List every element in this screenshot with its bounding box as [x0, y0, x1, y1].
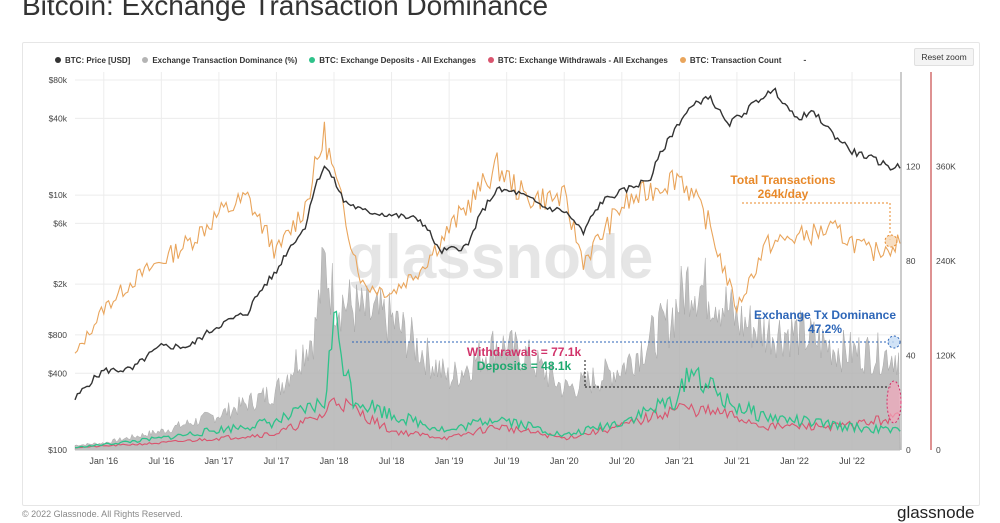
- dominance-tick-label: 0: [906, 445, 911, 455]
- tx-endpoint-marker: [884, 234, 898, 248]
- dominance-annotation-line1: Exchange Tx Dominance: [754, 308, 896, 322]
- legend-dot-price: [55, 57, 61, 63]
- legend-label-dominance: Exchange Transaction Dominance (%): [152, 55, 298, 65]
- tx-count-tick-label: 240K: [936, 256, 956, 266]
- price-tick-label: $80k: [49, 75, 68, 85]
- price-tick-label: $10k: [49, 190, 68, 200]
- price-tick-label: $6k: [53, 218, 67, 228]
- footer-copyright: © 2022 Glassnode. All Rights Reserved.: [22, 509, 183, 519]
- total-tx-annotation-line1: Total Transactions: [730, 173, 835, 187]
- legend-item-deposits[interactable]: BTC: Exchange Deposits - All Exchanges: [309, 56, 476, 65]
- series-deposits-line: [75, 310, 901, 449]
- legend-label-deposits: BTC: Exchange Deposits - All Exchanges: [319, 55, 476, 65]
- legend-dot-withdrawals: [487, 57, 494, 63]
- x-tick-label: Jan '22: [780, 456, 809, 466]
- flows-endpoint-marker: [886, 380, 902, 424]
- x-tick-label: Jan '21: [665, 456, 694, 466]
- legend-label-tx-count: BTC: Transaction Count: [689, 55, 782, 65]
- series-price-line: [74, 87, 901, 401]
- legend-label-price: BTC: Price [USD]: [65, 55, 131, 65]
- legend-label-withdrawals: BTC: Exchange Withdrawals - All Exchange…: [497, 55, 668, 65]
- deposits-annotation: Deposits = 48.1k: [477, 359, 572, 373]
- total-tx-annotation-line2: 264k/day: [758, 187, 809, 201]
- legend-item-withdrawals[interactable]: BTC: Exchange Withdrawals - All Exchange…: [487, 55, 668, 65]
- legend-dot-dominance: [142, 57, 149, 63]
- price-tick-label: $800: [48, 330, 67, 340]
- dominance-annotation-line2: 47.2%: [808, 322, 842, 336]
- page-title: Bitcoin: Exchange Transaction Dominance: [22, 0, 549, 21]
- legend-item-price[interactable]: BTC: Price [USD]: [55, 56, 130, 65]
- legend-dot-deposits: [309, 57, 316, 63]
- tx-count-tick-label: 120K: [936, 351, 956, 361]
- series-dominance-area: [74, 246, 901, 451]
- x-tick-label: Jul '21: [724, 456, 750, 466]
- annotation-layer: Total Transactions 264k/day Exchange Tx …: [352, 173, 902, 424]
- x-tick-label: Jan '18: [320, 456, 349, 466]
- x-tick-label: Jan '17: [205, 456, 234, 466]
- tx-count-tick-label: 0: [936, 445, 941, 455]
- x-tick-label: Jul '22: [839, 456, 865, 466]
- x-tick-label: Jan '19: [435, 456, 464, 466]
- x-tick-label: Jul '16: [148, 456, 174, 466]
- dominance-tick-label: 80: [906, 256, 916, 266]
- x-tick-label: Jul '18: [379, 456, 405, 466]
- x-tick-label: Jul '17: [264, 456, 290, 466]
- withdrawals-annotation: Withdrawals = 77.1k: [467, 345, 582, 359]
- price-tick-label: $40k: [49, 113, 68, 123]
- price-tick-label: $100: [48, 445, 67, 455]
- price-tick-label: $2k: [53, 279, 67, 289]
- x-tick-label: Jan '16: [89, 456, 118, 466]
- series-withdrawals-line: [74, 397, 901, 449]
- series-tx-count-line: [74, 121, 901, 354]
- footer-logo: glassnode: [897, 503, 975, 522]
- x-tick-label: Jan '20: [550, 456, 579, 466]
- series-layer: [74, 87, 901, 451]
- legend-item-tx-count[interactable]: BTC: Transaction Count: [679, 55, 782, 65]
- axis-layer: Jan '16 Jul '16 Jan '17 Jul '17 Jan '18 Jul '…: [48, 72, 956, 466]
- watermark: glassnode: [347, 223, 654, 292]
- x-tick-label: Jul '19: [494, 456, 520, 466]
- x-tick-label: Jul '20: [609, 456, 635, 466]
- dominance-tick-label: 120: [906, 162, 920, 172]
- price-tick-label: $400: [48, 368, 67, 378]
- dominance-tick-label: 40: [906, 351, 916, 361]
- reset-zoom-button[interactable]: Reset zoom: [914, 48, 974, 66]
- legend-item-dominance[interactable]: Exchange Transaction Dominance (%): [142, 56, 297, 65]
- legend: BTC: Price [USD] Exchange Transaction Do…: [55, 54, 806, 66]
- legend-more-toggle[interactable]: -: [803, 55, 807, 65]
- tx-count-tick-label: 360K: [936, 162, 956, 172]
- dominance-endpoint-marker: [887, 335, 901, 349]
- legend-dot-tx-count: [679, 57, 686, 63]
